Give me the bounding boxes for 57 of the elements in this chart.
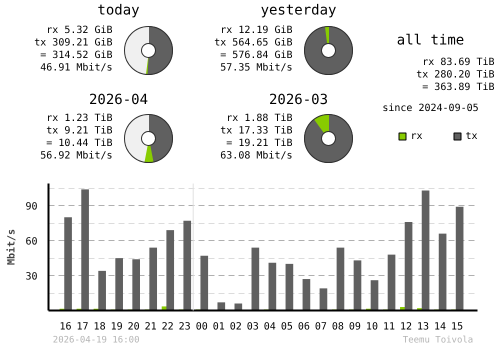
text: 63.08 Mbit/s	[220, 150, 293, 162]
x-tick-label: 12	[400, 322, 412, 332]
text: all time	[396, 32, 464, 48]
x-tick-label: 10	[366, 322, 378, 332]
x-tick-label: 20	[128, 322, 140, 332]
text: = 10.44 TiB	[46, 138, 113, 149]
x-tick-label: 18	[94, 322, 106, 332]
y-tick-label: 90	[25, 202, 38, 213]
x-tick-label: 09	[348, 322, 361, 332]
x-tick-label: 08	[332, 322, 344, 332]
text: rx 83.69 TiB	[422, 57, 495, 68]
x-tick-label: 02	[230, 322, 242, 332]
text: = 314.52 GiB	[40, 50, 113, 61]
x-tick-label: 04	[264, 322, 276, 332]
text: 2026-04-19 16:00	[52, 336, 140, 346]
text: rx 5.32 GiB	[46, 25, 113, 36]
text: tx 9.21 TiB	[46, 126, 113, 136]
x-tick-label: 03	[246, 322, 259, 332]
text: tx 564.65 GiB	[214, 38, 293, 48]
text: 56.92 Mbit/s	[40, 150, 113, 162]
x-tick-label: 06	[298, 322, 310, 332]
x-tick-label: 23	[178, 322, 191, 332]
text: 57.35 Mbit/s	[220, 62, 293, 74]
x-tick-label: 11	[382, 322, 396, 332]
x-tick-label: 05	[280, 322, 293, 332]
x-tick-label: 01	[212, 322, 225, 332]
text: rx 1.88 TiB	[226, 113, 293, 124]
text: Teemu Toivola	[402, 336, 474, 346]
text: = 19.21 TiB	[226, 138, 293, 149]
y-axis-title: Mbit/s	[5, 228, 18, 266]
x-tick-label: 19	[110, 322, 123, 332]
text: 46.91 Mbit/s	[40, 62, 113, 74]
text: = 363.89 TiB	[422, 82, 495, 93]
chart-title: today	[97, 2, 140, 18]
x-tick-label: 13	[417, 322, 430, 332]
x-tick-label: 15	[451, 322, 464, 332]
x-tick-label: 07	[314, 322, 327, 332]
y-tick-label: 30	[25, 272, 38, 283]
text: tx 280.20 TiB	[416, 70, 495, 80]
chart-title: yesterday	[260, 2, 336, 18]
text: tx 309.21 GiB	[34, 38, 113, 48]
y-tick-label: 60	[25, 236, 38, 248]
x-tick-label: 00	[196, 322, 208, 332]
x-tick-label: 22	[162, 322, 174, 332]
text: = 576.84 GiB	[220, 50, 293, 61]
x-tick-label: 14	[434, 322, 446, 332]
legend-label: tx	[466, 131, 478, 142]
x-tick-label: 17	[76, 322, 89, 332]
x-tick-label: 21	[144, 322, 157, 332]
chart-title: 2026-03	[269, 92, 328, 108]
text: rx 12.19 GiB	[220, 25, 293, 36]
chart-title: 2026-04	[89, 92, 148, 108]
text: since 2024-09-05	[382, 103, 479, 114]
x-tick-label: 16	[60, 322, 72, 332]
text: tx 17.33 TiB	[220, 126, 293, 136]
legend-label: rx	[410, 131, 423, 142]
text: rx 1.23 TiB	[46, 113, 113, 124]
